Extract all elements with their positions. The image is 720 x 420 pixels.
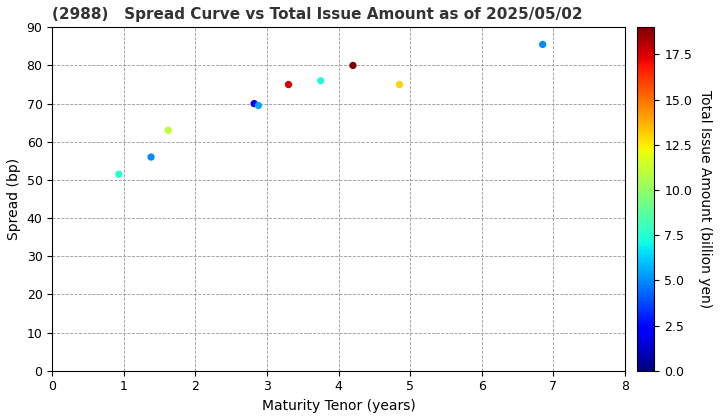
Point [113,171,125,178]
Point [248,100,260,107]
Y-axis label: Spread (bp): Spread (bp) [7,158,21,240]
Point [347,62,359,69]
Point [283,81,294,88]
Point [253,102,264,109]
X-axis label: Maturity Tenor (years): Maturity Tenor (years) [262,399,415,413]
Y-axis label: Total Issue Amount (billion yen): Total Issue Amount (billion yen) [698,90,711,308]
Point [315,77,326,84]
Text: (2988)   Spread Curve vs Total Issue Amount as of 2025/05/02: (2988) Spread Curve vs Total Issue Amoun… [53,7,583,22]
Point [163,127,174,134]
Point [537,41,549,48]
Point [394,81,405,88]
Point [145,154,157,160]
